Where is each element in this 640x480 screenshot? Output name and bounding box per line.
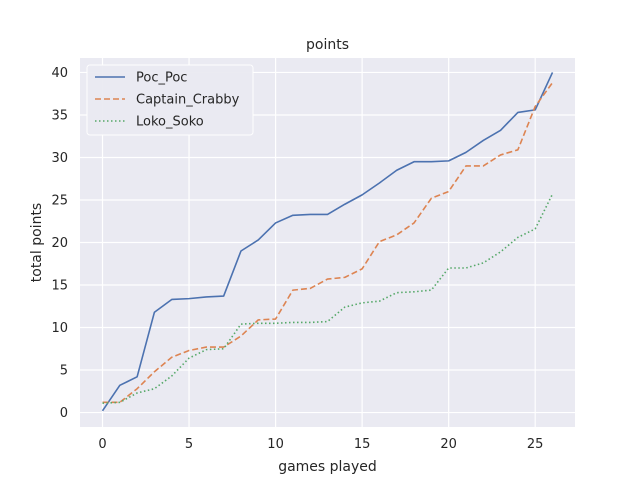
- x-tick-label: 25: [527, 437, 544, 452]
- grid: [80, 58, 575, 427]
- x-tick-label: 0: [98, 437, 106, 452]
- y-tick-label: 10: [51, 321, 68, 336]
- y-tick-label: 40: [51, 66, 68, 81]
- x-tick-label: 20: [440, 437, 457, 452]
- y-axis-label: total points: [29, 203, 45, 282]
- y-tick-label: 15: [51, 279, 68, 294]
- x-axis-label: games played: [278, 459, 377, 475]
- y-tick-label: 35: [51, 108, 68, 123]
- chart-title: points: [306, 37, 349, 53]
- series-line-loko-soko: [102, 193, 554, 404]
- x-tick-labels: 0 5 10 15 20 25: [98, 437, 543, 452]
- x-tick-label: 15: [354, 437, 371, 452]
- legend-label-captain-crabby: Captain_Crabby: [136, 93, 240, 108]
- series-line-captain-crabby: [102, 82, 554, 404]
- legend-box: [86, 64, 254, 136]
- y-tick-label: 25: [51, 193, 68, 208]
- series-line-poc-poc: [101, 72, 554, 412]
- y-tick-label: 5: [60, 364, 68, 379]
- x-tick-label: 5: [185, 437, 193, 452]
- legend: Poc_Poc Captain_Crabby Loko_Soko: [86, 64, 254, 136]
- y-tick-labels: 0 5 10 15 20 25 30 35 40: [51, 66, 68, 421]
- series-lines: [101, 72, 554, 412]
- y-tick-label: 0: [60, 406, 68, 421]
- legend-label-poc-poc: Poc_Poc: [136, 71, 187, 86]
- x-tick-label: 10: [267, 437, 284, 452]
- y-tick-label: 30: [51, 151, 68, 166]
- legend-label-loko-soko: Loko_Soko: [136, 115, 204, 130]
- y-tick-label: 20: [51, 236, 68, 251]
